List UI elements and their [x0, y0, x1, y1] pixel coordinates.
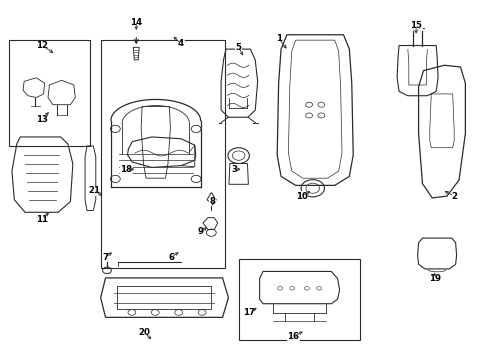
- Text: 14: 14: [130, 18, 142, 27]
- Bar: [238, 259, 359, 339]
- Text: 17: 17: [243, 308, 255, 317]
- Text: 20: 20: [138, 328, 150, 337]
- Text: 6: 6: [168, 253, 174, 262]
- Text: 1: 1: [275, 34, 281, 43]
- Text: 2: 2: [450, 192, 456, 201]
- Text: 7: 7: [102, 253, 108, 262]
- Text: 9: 9: [197, 228, 203, 237]
- Text: 13: 13: [36, 114, 48, 123]
- Bar: [101, 40, 224, 268]
- Text: 10: 10: [296, 192, 307, 201]
- Text: 15: 15: [409, 21, 421, 30]
- Text: 4: 4: [178, 39, 184, 48]
- Text: 5: 5: [235, 43, 241, 52]
- Text: 12: 12: [36, 41, 48, 50]
- Text: 19: 19: [428, 274, 440, 283]
- Bar: [9, 40, 90, 146]
- Text: 21: 21: [88, 186, 100, 195]
- Text: 8: 8: [209, 197, 215, 206]
- Text: 16: 16: [286, 332, 299, 341]
- Text: 3: 3: [231, 165, 237, 174]
- Text: 18: 18: [120, 165, 132, 174]
- Text: 11: 11: [36, 215, 48, 224]
